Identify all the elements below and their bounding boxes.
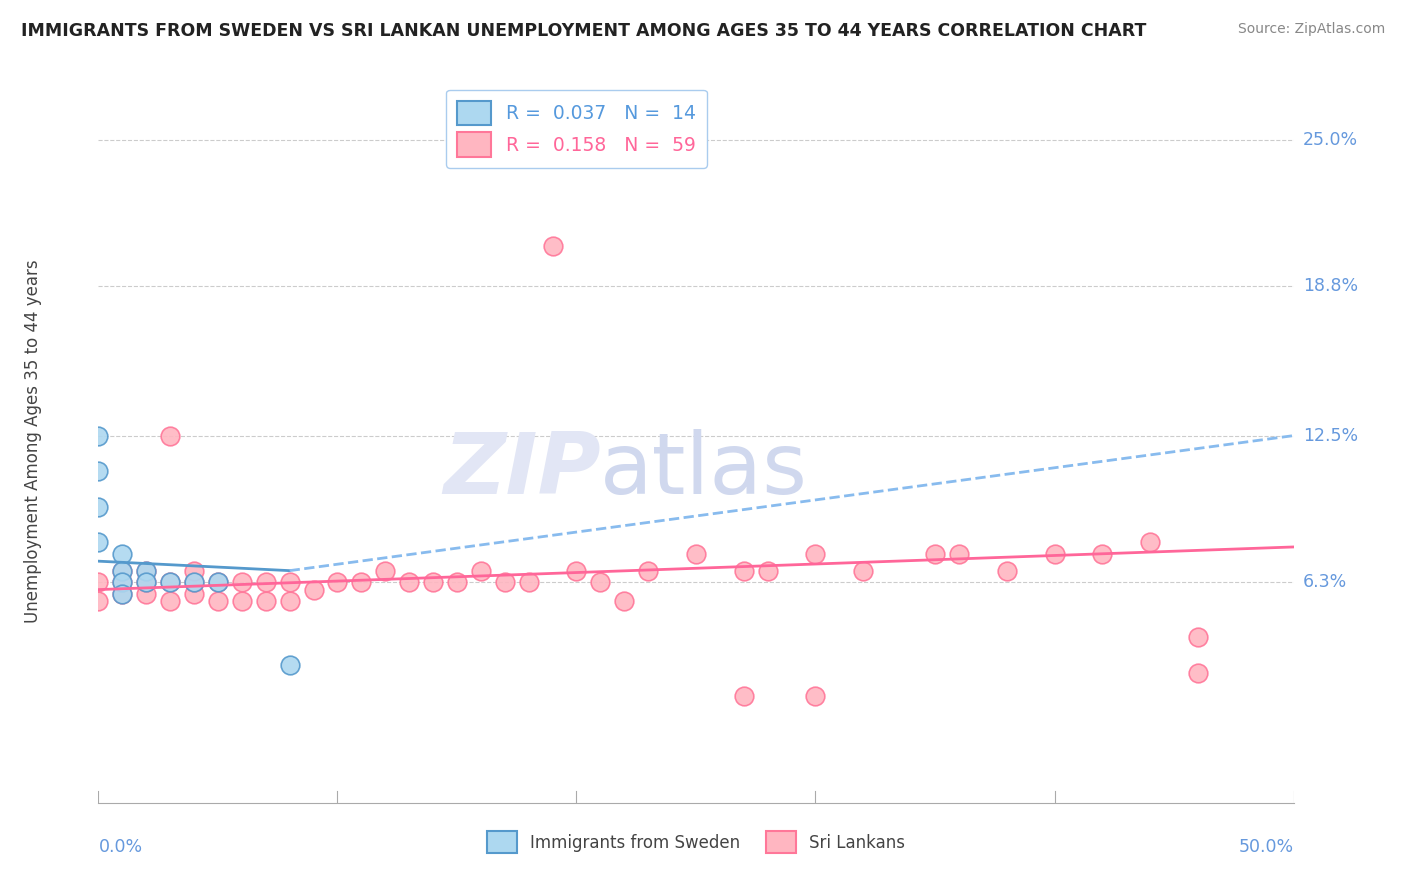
Point bbox=[948, 547, 970, 561]
Point bbox=[111, 547, 134, 561]
Legend: Immigrants from Sweden, Sri Lankans: Immigrants from Sweden, Sri Lankans bbox=[481, 825, 911, 860]
Point bbox=[111, 575, 134, 590]
Point bbox=[111, 564, 134, 578]
Point bbox=[183, 575, 205, 590]
Text: Source: ZipAtlas.com: Source: ZipAtlas.com bbox=[1237, 22, 1385, 37]
Point bbox=[135, 575, 157, 590]
Point bbox=[231, 575, 253, 590]
Point bbox=[756, 564, 779, 578]
Point bbox=[207, 575, 229, 590]
Text: 18.8%: 18.8% bbox=[1303, 277, 1358, 295]
Point bbox=[446, 575, 468, 590]
Point bbox=[541, 239, 564, 253]
Point bbox=[87, 464, 110, 478]
Point bbox=[995, 564, 1018, 578]
Point bbox=[924, 547, 946, 561]
Point bbox=[111, 575, 134, 590]
Point bbox=[278, 575, 301, 590]
Text: atlas: atlas bbox=[600, 429, 808, 512]
Point bbox=[302, 582, 325, 597]
Point bbox=[111, 587, 134, 601]
Point bbox=[135, 587, 157, 601]
Text: 50.0%: 50.0% bbox=[1239, 838, 1294, 856]
Point bbox=[159, 575, 181, 590]
Point bbox=[374, 564, 396, 578]
Point bbox=[135, 564, 157, 578]
Point bbox=[637, 564, 659, 578]
Point bbox=[565, 564, 588, 578]
Point bbox=[278, 594, 301, 608]
Point bbox=[1043, 547, 1066, 561]
Point bbox=[87, 535, 110, 549]
Point bbox=[278, 658, 301, 673]
Point bbox=[326, 575, 349, 590]
Point bbox=[254, 575, 277, 590]
Point bbox=[733, 689, 755, 703]
Point bbox=[517, 575, 540, 590]
Point bbox=[135, 575, 157, 590]
Point bbox=[1091, 547, 1114, 561]
Point bbox=[350, 575, 373, 590]
Point bbox=[207, 575, 229, 590]
Point bbox=[183, 564, 205, 578]
Point bbox=[231, 594, 253, 608]
Point bbox=[183, 575, 205, 590]
Text: 0.0%: 0.0% bbox=[98, 838, 142, 856]
Point bbox=[804, 689, 827, 703]
Point bbox=[804, 547, 827, 561]
Point bbox=[494, 575, 516, 590]
Point bbox=[159, 594, 181, 608]
Point bbox=[685, 547, 707, 561]
Point bbox=[1187, 630, 1209, 644]
Text: IMMIGRANTS FROM SWEDEN VS SRI LANKAN UNEMPLOYMENT AMONG AGES 35 TO 44 YEARS CORR: IMMIGRANTS FROM SWEDEN VS SRI LANKAN UNE… bbox=[21, 22, 1146, 40]
Point bbox=[87, 575, 110, 590]
Point bbox=[159, 428, 181, 442]
Text: 6.3%: 6.3% bbox=[1303, 574, 1347, 591]
Point bbox=[87, 594, 110, 608]
Point bbox=[159, 575, 181, 590]
Point bbox=[1139, 535, 1161, 549]
Point bbox=[87, 500, 110, 514]
Point bbox=[398, 575, 420, 590]
Point bbox=[422, 575, 444, 590]
Point bbox=[254, 594, 277, 608]
Text: ZIP: ZIP bbox=[443, 429, 600, 512]
Text: 12.5%: 12.5% bbox=[1303, 426, 1358, 444]
Point bbox=[111, 564, 134, 578]
Point bbox=[733, 564, 755, 578]
Point bbox=[470, 564, 492, 578]
Point bbox=[183, 587, 205, 601]
Point bbox=[613, 594, 636, 608]
Point bbox=[852, 564, 875, 578]
Point bbox=[589, 575, 612, 590]
Point bbox=[87, 428, 110, 442]
Point bbox=[1187, 665, 1209, 680]
Point bbox=[207, 594, 229, 608]
Point bbox=[111, 587, 134, 601]
Text: Unemployment Among Ages 35 to 44 years: Unemployment Among Ages 35 to 44 years bbox=[24, 260, 42, 624]
Text: 25.0%: 25.0% bbox=[1303, 130, 1358, 148]
Point bbox=[135, 564, 157, 578]
